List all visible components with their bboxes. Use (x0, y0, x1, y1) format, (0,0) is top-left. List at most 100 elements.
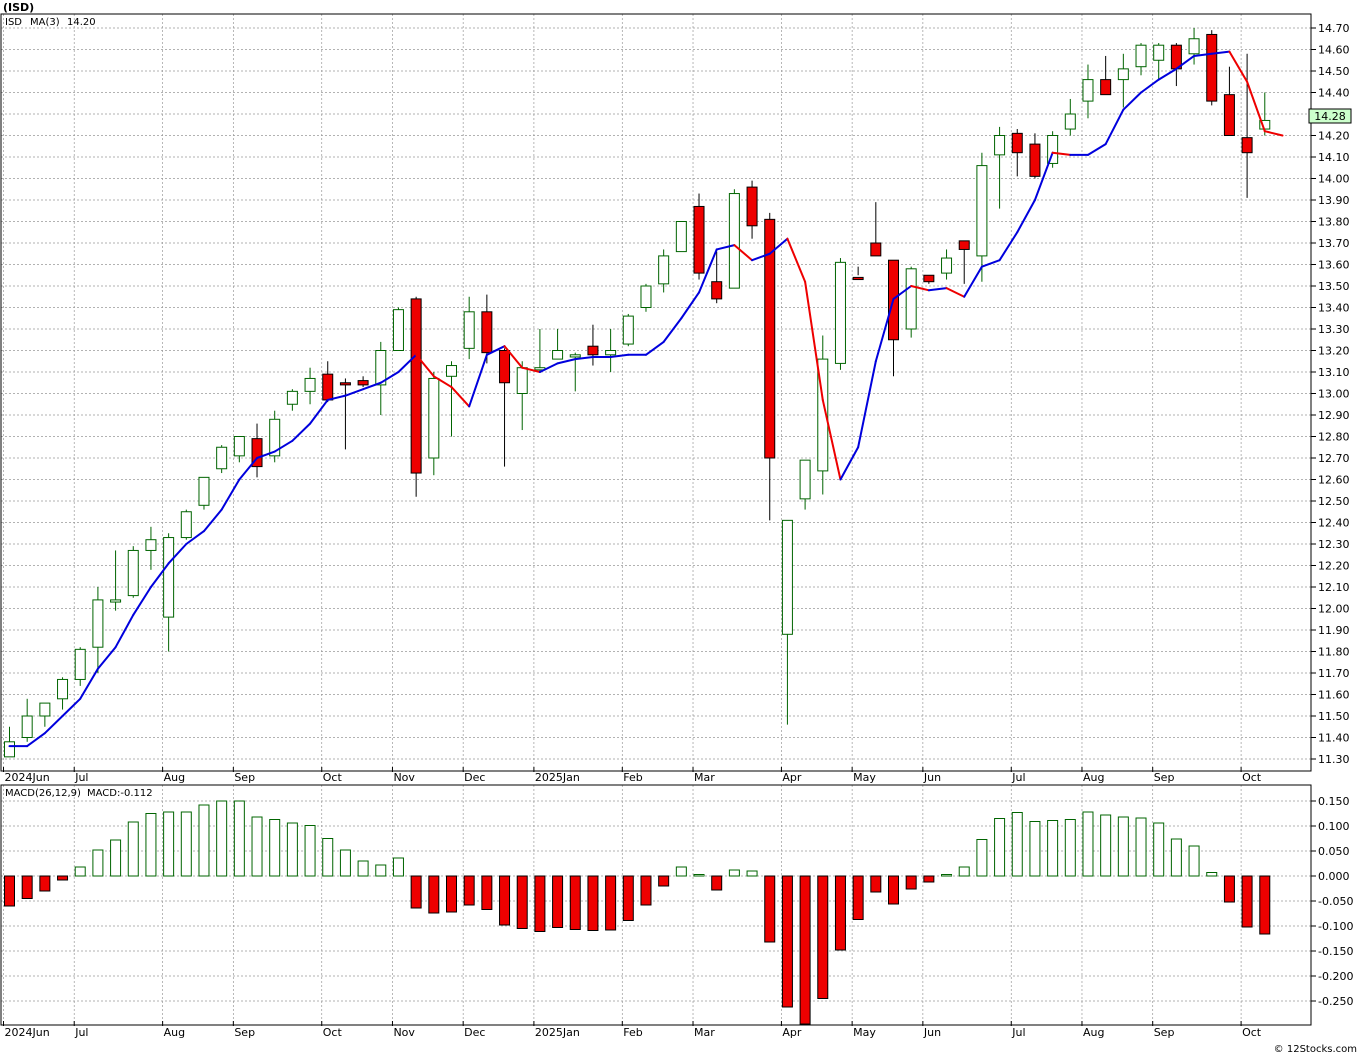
price-ticker-label: ISD (5, 17, 22, 28)
candle-body (57, 678, 69, 700)
candle-body (216, 446, 228, 470)
macd-y-tick-label: -0.250 (1318, 995, 1353, 1008)
ma-segment (61, 697, 82, 717)
candle-body (728, 193, 740, 289)
price-x-tick-label: Jul (1011, 771, 1025, 784)
price-y-tick-label: 14.40 (1318, 87, 1350, 100)
ma-segment (450, 386, 471, 408)
macd-bar (817, 875, 829, 999)
price-y-tick-label: 12.00 (1318, 603, 1350, 616)
candle-body (145, 539, 157, 551)
candle-body (852, 276, 864, 281)
macd-bar (923, 875, 935, 883)
candle-body (569, 354, 581, 358)
candle-body (516, 367, 528, 395)
candle (180, 509, 192, 540)
macd-x-tick-label: Jun (923, 1026, 941, 1039)
macd-y-tick-label: 0.050 (1318, 845, 1350, 858)
macd-label: MACD(26,12,9) (5, 788, 81, 799)
ma-segment (1033, 151, 1054, 201)
macd-bar (675, 866, 687, 877)
candle (834, 258, 846, 370)
candle (799, 459, 811, 510)
macd-bar (1029, 821, 1041, 877)
ma-segment (468, 353, 488, 408)
price-pane-frame (0, 13, 1312, 772)
candle-body (463, 311, 475, 349)
macd-bar (428, 875, 440, 914)
macd-y-tick-label: 0.000 (1318, 870, 1350, 883)
price-y-tick-label: 11.50 (1318, 710, 1350, 723)
macd-bar (251, 816, 263, 877)
price-y-tick-label: 11.90 (1318, 624, 1350, 637)
ma-segment (96, 646, 117, 670)
moving-average-line (8, 50, 1284, 748)
price-x-tick-label: Apr (782, 771, 802, 784)
candle (764, 212, 776, 521)
candle (693, 193, 705, 280)
price-y-tick-label: 11.40 (1318, 732, 1350, 745)
candle-body (357, 380, 369, 386)
candle (339, 378, 351, 450)
macd-bar (852, 875, 864, 920)
candle-body (1011, 132, 1023, 154)
candle (1029, 133, 1041, 179)
macd-bar (145, 813, 157, 877)
candle (1223, 66, 1235, 136)
candle-body (622, 315, 634, 345)
candle-body (834, 261, 846, 364)
candle (1047, 131, 1059, 168)
candle (1135, 43, 1147, 76)
candle (463, 296, 475, 360)
candle-body (92, 599, 104, 648)
candle-body (4, 741, 15, 758)
price-y-tick-label: 12.80 (1318, 431, 1350, 444)
candle-body (693, 205, 705, 274)
ma-segment (804, 280, 824, 401)
ma-segment (114, 613, 135, 649)
ma-segment (432, 375, 453, 389)
candle-body (180, 511, 192, 539)
candle (587, 324, 599, 366)
candle-body (905, 268, 917, 330)
macd-bar (286, 822, 298, 877)
price-x-tick-label: Mar (694, 771, 715, 784)
macd-bar (605, 875, 617, 931)
macd-bar (481, 875, 493, 910)
ma-segment (344, 388, 365, 397)
candle-body (941, 257, 953, 274)
macd-bar (888, 875, 899, 905)
candle (941, 249, 953, 280)
price-y-tick-label: 13.10 (1318, 366, 1350, 379)
macd-bar (39, 875, 51, 892)
macd-bar (322, 838, 334, 877)
ma-segment (79, 667, 99, 700)
candle-body (1029, 143, 1041, 177)
macd-bar (57, 875, 69, 881)
candle (658, 249, 670, 293)
price-y-tick-label: 13.70 (1318, 237, 1350, 250)
ma-segment (910, 285, 930, 292)
candle (746, 180, 758, 239)
ma-segment (379, 371, 400, 384)
candle (269, 410, 281, 463)
macd-bar (180, 811, 192, 877)
candle (622, 313, 634, 347)
macd-x-tick-label: Nov (393, 1026, 415, 1039)
macd-bar (163, 811, 175, 877)
ma-segment (839, 446, 860, 481)
price-x-tick-label: Aug (1083, 771, 1104, 784)
macd-bar (1153, 822, 1165, 877)
candle (233, 436, 245, 463)
macd-bar (233, 800, 245, 877)
macd-bar (92, 849, 104, 877)
candle (711, 251, 723, 304)
ma-segment (751, 252, 771, 262)
macd-x-tick-label: Jul (74, 1026, 88, 1039)
candle (1064, 98, 1076, 136)
price-x-tick-label: Aug (164, 771, 185, 784)
ma-segment (1051, 151, 1072, 156)
candle-body (746, 186, 758, 227)
ma-segment (556, 358, 577, 365)
